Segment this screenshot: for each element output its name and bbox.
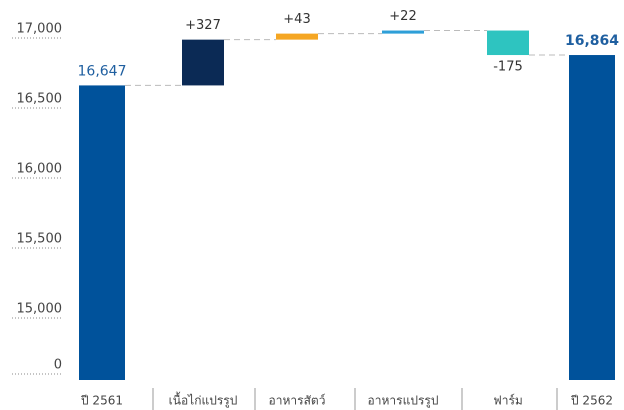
x-tick-label: อาหารสัตว์ — [269, 394, 326, 408]
y-tick-label: 16,000 — [17, 162, 63, 177]
x-tick-label: อาหารแปรรูป — [368, 394, 439, 409]
x-tick-label: เนื้อไก่แปรรูป — [169, 392, 238, 409]
y-tick-label: 15,000 — [17, 302, 63, 317]
y-tick-label: 16,500 — [17, 92, 63, 107]
value-label: +22 — [389, 9, 416, 24]
bar — [182, 39, 224, 86]
bar — [79, 85, 125, 381]
bar — [487, 30, 529, 56]
value-label: -175 — [493, 60, 523, 75]
y-tick-label: 15,500 — [17, 232, 63, 247]
value-label: +43 — [283, 12, 310, 27]
y-tick-label: 17,000 — [17, 22, 63, 37]
bar — [276, 33, 318, 40]
x-tick-label: ปี 2561 — [80, 394, 123, 408]
value-label: 16,864 — [565, 33, 619, 49]
value-label: +327 — [185, 18, 221, 33]
x-tick-label: ฟาร์ม — [493, 394, 523, 408]
x-tick-label: ปี 2562 — [570, 394, 613, 408]
value-label: 16,647 — [78, 63, 127, 79]
bar — [382, 30, 424, 34]
y-tick-label: 0 — [54, 358, 62, 373]
bar — [569, 55, 615, 380]
